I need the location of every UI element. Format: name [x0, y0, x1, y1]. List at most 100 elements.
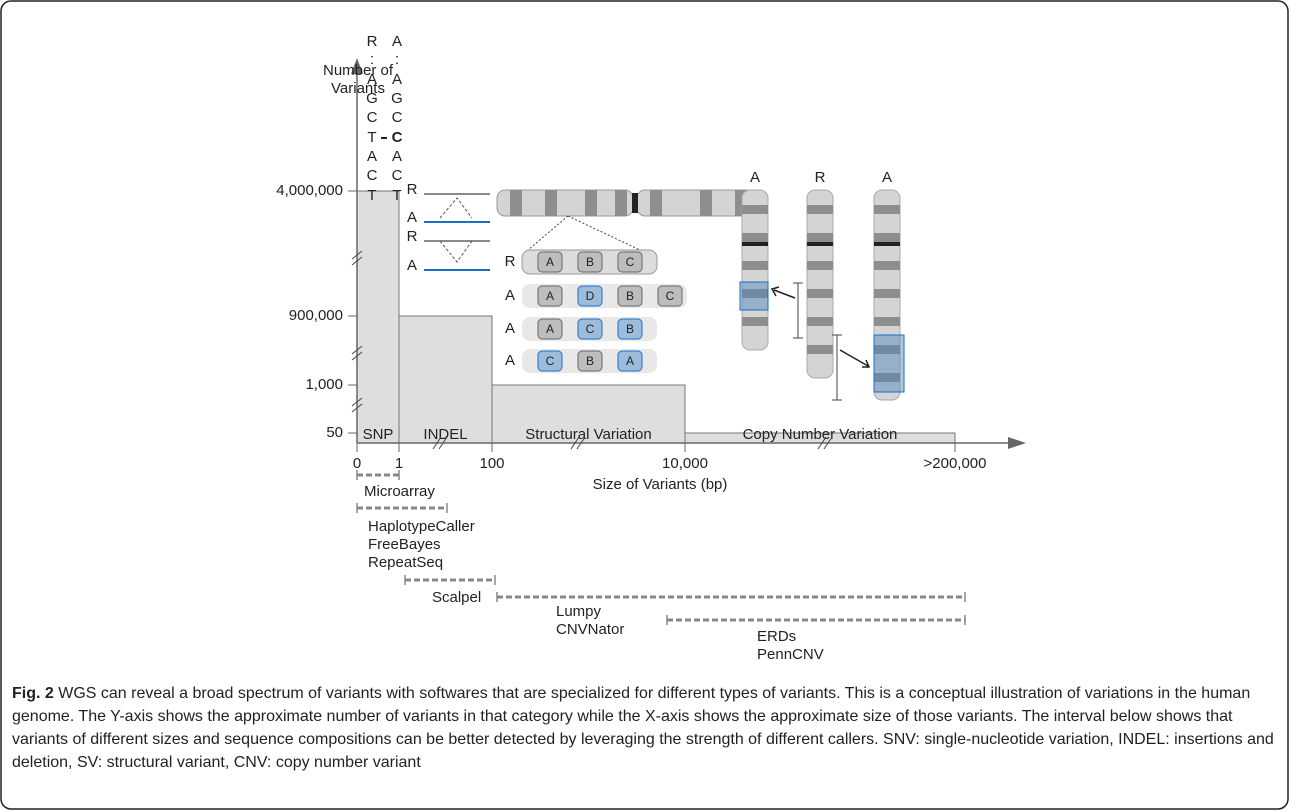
- reference-base: R: [367, 33, 378, 50]
- x-tick-label: 10,000: [662, 455, 708, 472]
- sv-segment: [617, 350, 643, 372]
- y-tick-label: 1,000: [305, 376, 343, 393]
- sv-segment: [617, 285, 643, 307]
- sv-segment: [617, 251, 643, 273]
- band: [807, 289, 833, 298]
- tool-name: ERDs: [757, 628, 796, 645]
- reference-base: C: [367, 109, 378, 126]
- y-axis-label: Number of Variants: [322, 62, 394, 97]
- sv-segment-label: B: [586, 255, 594, 269]
- caption-label: Fig. 2: [12, 685, 54, 702]
- tool-name: FreeBayes: [368, 536, 441, 553]
- sv-segment-label: C: [586, 322, 595, 336]
- tool-name: RepeatSeq: [368, 554, 443, 571]
- axis-break: [576, 436, 586, 450]
- band: [874, 373, 900, 382]
- cnv-label: A: [750, 169, 760, 186]
- caption: Fig. 2 WGS can reveal a broad spectrum o…: [12, 682, 1274, 774]
- alternate-base: T: [392, 187, 401, 204]
- reference-base: A: [367, 71, 377, 88]
- x-tick-label: 0: [353, 455, 361, 472]
- centromere: [742, 240, 768, 246]
- band: [615, 190, 627, 216]
- axis-break: [351, 397, 363, 407]
- x-tick-label: >200,000: [924, 455, 987, 472]
- x-tick-label: 100: [479, 455, 504, 472]
- reference-base: T: [367, 129, 376, 146]
- sv-segment: [577, 318, 603, 340]
- bar-label: Copy Number Variation: [743, 426, 898, 443]
- sv-segment: [577, 285, 603, 307]
- alternate-base: C: [392, 167, 403, 184]
- alternate-base: A: [392, 148, 402, 165]
- band: [807, 345, 833, 354]
- sv-segment: [537, 285, 563, 307]
- cnv-highlight: [739, 281, 769, 311]
- indel-deletion: [439, 240, 473, 263]
- indel-label: R: [407, 181, 418, 198]
- sv-segment-label: C: [546, 354, 555, 368]
- alternate-base: C: [392, 109, 403, 126]
- x-tick-label: 1: [395, 455, 403, 472]
- axis-break: [438, 436, 448, 450]
- sv-segment: [537, 350, 563, 372]
- zoom-lines: [527, 215, 641, 251]
- alternate-base: A: [392, 33, 402, 50]
- sv-segment: [577, 251, 603, 273]
- axis-break: [570, 436, 580, 450]
- axis-break: [432, 436, 442, 450]
- sv-segment: [657, 285, 683, 307]
- reference-base: T: [367, 187, 376, 204]
- sv-segment: [577, 350, 603, 372]
- bar: [491, 384, 686, 444]
- bar-label: SNP: [363, 426, 394, 443]
- alternate-base: :: [395, 51, 399, 68]
- axis-break: [351, 256, 363, 266]
- sv-row: [522, 284, 687, 308]
- band: [807, 317, 833, 326]
- sv-segment-label: B: [626, 322, 634, 336]
- tool-name: HaplotypeCaller: [368, 518, 475, 535]
- sv-segment-label: C: [626, 255, 635, 269]
- x-axis-label: Size of Variants (bp): [593, 476, 728, 493]
- alternate-base: A: [392, 71, 402, 88]
- band: [874, 261, 900, 270]
- reference-base: A: [367, 148, 377, 165]
- band: [874, 205, 900, 214]
- band: [545, 190, 557, 216]
- cnv-arrow: [770, 286, 871, 368]
- bar-label: Structural Variation: [525, 426, 651, 443]
- band: [742, 233, 768, 242]
- bar: [398, 315, 493, 444]
- band: [742, 317, 768, 326]
- band: [742, 289, 768, 298]
- y-tick-label: 50: [326, 424, 343, 441]
- sv-segment-label: A: [626, 354, 634, 368]
- caption-text: WGS can reveal a broad spectrum of varia…: [12, 685, 1274, 771]
- band: [874, 317, 900, 326]
- band: [874, 289, 900, 298]
- band: [807, 205, 833, 214]
- indel-insertion: [439, 197, 473, 219]
- tool-name: CNVNator: [556, 621, 624, 638]
- band: [807, 233, 833, 242]
- sv-segment: [617, 318, 643, 340]
- indel-label: R: [407, 228, 418, 245]
- band: [700, 190, 712, 216]
- sv-row-label: A: [505, 352, 515, 369]
- x-axis-arrow: [1008, 437, 1026, 449]
- sv-row-label: R: [505, 253, 516, 270]
- alternate-base: C: [392, 129, 403, 146]
- axis-break: [351, 345, 363, 355]
- axis-break: [351, 250, 363, 260]
- y-tick-label: 4,000,000: [276, 182, 343, 199]
- cnv-label: R: [815, 169, 826, 186]
- band: [510, 190, 522, 216]
- axis-break: [351, 351, 363, 361]
- cnv-label: A: [882, 169, 892, 186]
- band: [742, 205, 768, 214]
- y-axis-arrow: [351, 58, 363, 74]
